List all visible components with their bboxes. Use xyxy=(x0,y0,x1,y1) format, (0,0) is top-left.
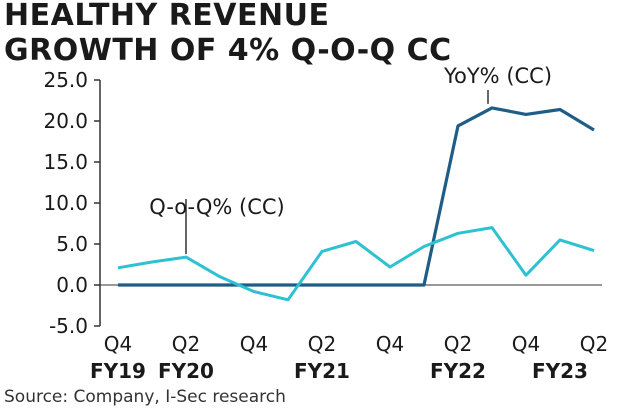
chart-title-line-2: GROWTH OF 4% Q-O-Q CC xyxy=(4,33,452,68)
y-tick-label: 15.0 xyxy=(43,150,88,174)
fiscal-year-label: FY22 xyxy=(430,359,486,383)
axes-layer: -5.0 0.0 5.0 10.0 15.0 20.0 25.0 Q4 Q2 Q4 Q2 Q4 Q2 Q4… xyxy=(43,68,608,383)
fiscal-year-label: FY19 xyxy=(90,359,146,383)
x-tick-label: Q2 xyxy=(308,332,336,356)
y-tick-label: -5.0 xyxy=(49,314,88,338)
x-tick-label: Q4 xyxy=(512,332,540,356)
y-tick-label: 0.0 xyxy=(56,273,88,297)
y-tick-label: 10.0 xyxy=(43,191,88,215)
y-tick-label: 5.0 xyxy=(56,232,88,256)
line-chart: -5.0 0.0 5.0 10.0 15.0 20.0 25.0 Q4 Q2 Q4 Q2 Q4 Q2 Q4… xyxy=(43,64,608,383)
fiscal-year-label: FY20 xyxy=(158,359,214,383)
yoy-series-line xyxy=(118,106,595,287)
x-tick-label: Q2 xyxy=(444,332,472,356)
x-tick-label: Q4 xyxy=(240,332,268,356)
x-tick-label: Q2 xyxy=(172,332,200,356)
x-tick-label: Q4 xyxy=(376,332,404,356)
chart-title-line-1: HEALTHY REVENUE xyxy=(4,0,330,33)
fiscal-year-label: FY21 xyxy=(294,359,350,383)
y-tick-label: 25.0 xyxy=(43,68,88,92)
annotation-layer: YoY% (CC) Q-o-Q% (CC) xyxy=(149,64,552,255)
y-tick-label: 20.0 xyxy=(43,109,88,133)
qoq-series-line xyxy=(117,226,595,302)
x-tick-label: Q4 xyxy=(104,332,132,356)
qoq-series-label: Q-o-Q% (CC) xyxy=(149,195,285,219)
yoy-series-label: YoY% (CC) xyxy=(443,64,552,88)
fiscal-year-label: FY23 xyxy=(532,359,588,383)
x-tick-label: Q2 xyxy=(580,332,608,356)
source-note: Source: Company, I-Sec research xyxy=(4,387,286,407)
series-layer xyxy=(117,106,595,302)
